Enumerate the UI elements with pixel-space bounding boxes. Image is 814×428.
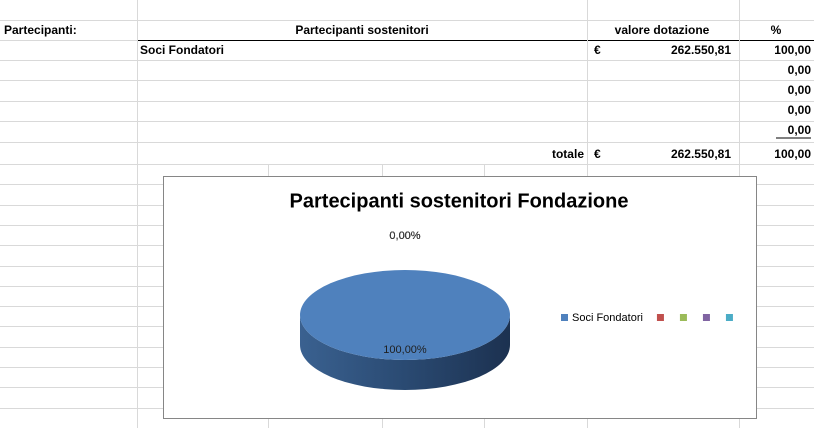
cell: Soci Fondatori: [140, 43, 224, 57]
column-header: %: [771, 23, 782, 37]
legend-swatch: [725, 314, 733, 321]
legend-swatch: [679, 314, 687, 321]
cell: 100,00: [774, 147, 811, 161]
legend-label: Soci Fondatori: [572, 312, 643, 324]
cell: 0,00: [788, 83, 812, 97]
legend-swatch: [656, 314, 664, 321]
data-label: 0,00%: [389, 230, 420, 242]
data-label: 0,00%: [389, 230, 420, 242]
cell: 0,00: [788, 123, 812, 137]
column-header: valore dotazione: [615, 23, 710, 37]
pie-slice: [300, 270, 510, 360]
cell: 100,00: [774, 43, 811, 57]
cell: totale: [552, 147, 584, 161]
cell: 0,00: [788, 103, 812, 117]
legend-swatch: [702, 314, 710, 321]
column-header: Partecipanti sostenitori: [295, 23, 428, 37]
cell: 262.550,81: [671, 43, 731, 57]
data-label: 0,00%: [389, 230, 420, 242]
cell: 0,00: [788, 63, 812, 77]
row-label: Partecipanti:: [4, 23, 77, 37]
chart-title: Partecipanti sostenitori Fondazione: [290, 190, 629, 212]
cell: €: [594, 43, 601, 57]
cell: €: [594, 147, 601, 161]
data-label: 100,00%: [383, 344, 427, 356]
pie-chart: 100,00%0,00%0,00%0,00%0,00%Soci Fondator…: [300, 230, 733, 390]
data-label: 0,00%: [389, 230, 420, 242]
cell: 262.550,81: [671, 147, 731, 161]
legend-swatch: [561, 314, 568, 321]
pie-slice-side: [300, 315, 510, 390]
